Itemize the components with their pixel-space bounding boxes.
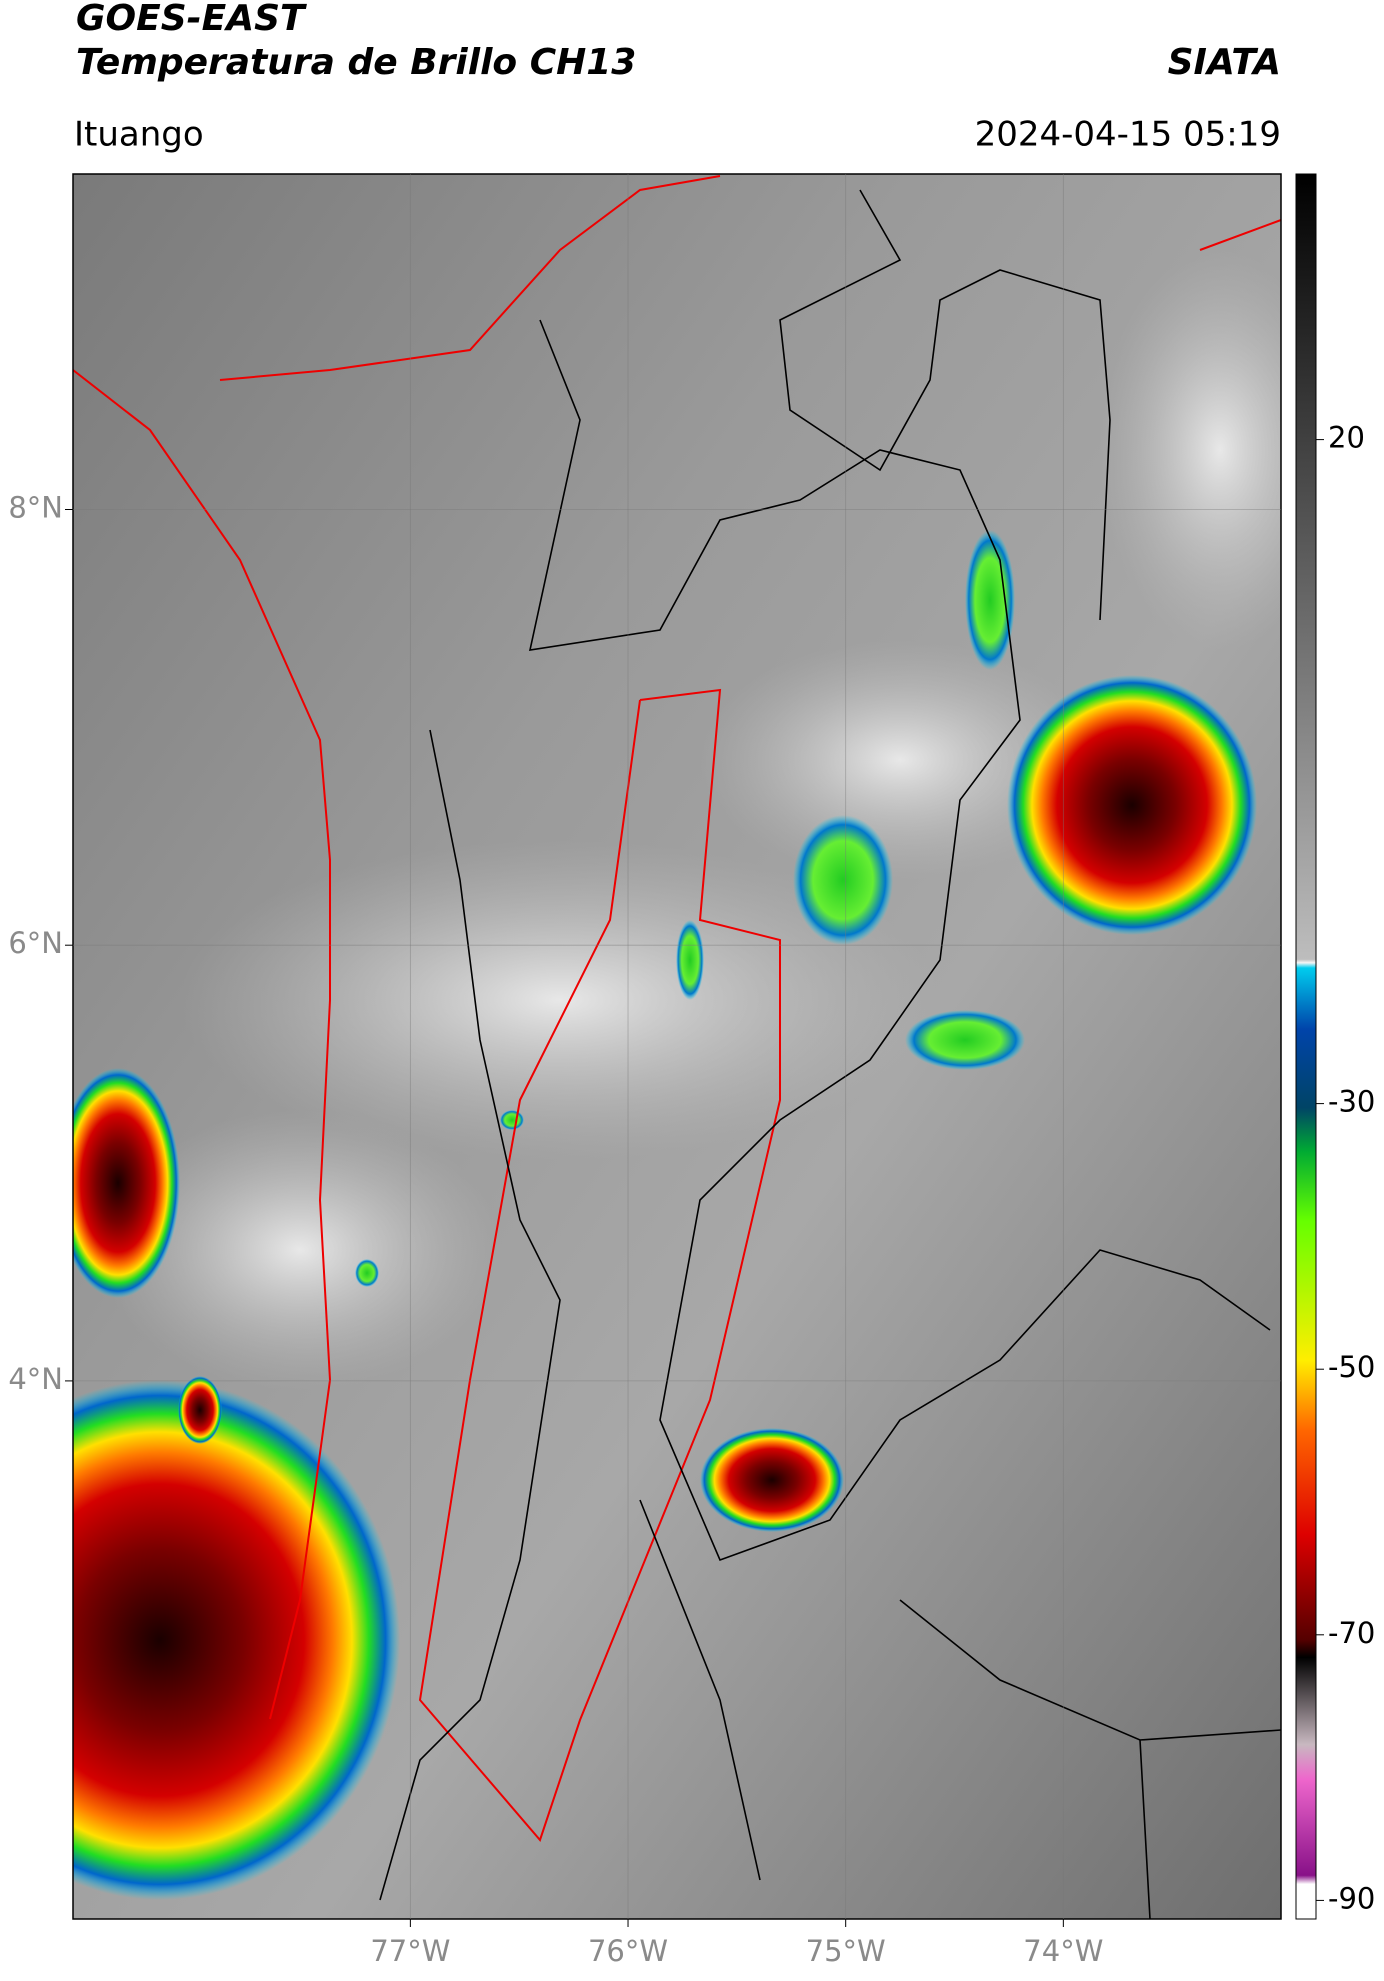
colorbar-label: 20 xyxy=(1328,421,1365,455)
colorbar-label: -70 xyxy=(1328,1616,1375,1650)
title: GOES-EAST xyxy=(76,0,307,39)
colorbar-label: -50 xyxy=(1328,1350,1375,1384)
datetime: 2024-04-15 05:19 xyxy=(975,115,1281,155)
colorbar xyxy=(1295,173,1317,1920)
x-tick-label: 75°W xyxy=(806,1934,886,1968)
x-tick-label: 76°W xyxy=(588,1934,668,1968)
colorbar-label: -30 xyxy=(1328,1085,1375,1119)
colorbar-label: -90 xyxy=(1328,1881,1375,1915)
y-tick-label: 8°N xyxy=(8,490,63,524)
x-tick-label: 77°W xyxy=(370,1934,450,1968)
y-tick-label: 4°N xyxy=(8,1362,63,1396)
map-frame xyxy=(72,173,1282,1920)
subtitle: Temperatura de Brillo CH13 xyxy=(76,42,636,83)
brand: SIATA xyxy=(1168,42,1281,83)
y-tick-label: 6°N xyxy=(8,926,63,960)
location: Ituango xyxy=(74,115,204,155)
satellite-image xyxy=(73,174,1281,1919)
x-tick-label: 74°W xyxy=(1023,1934,1103,1968)
